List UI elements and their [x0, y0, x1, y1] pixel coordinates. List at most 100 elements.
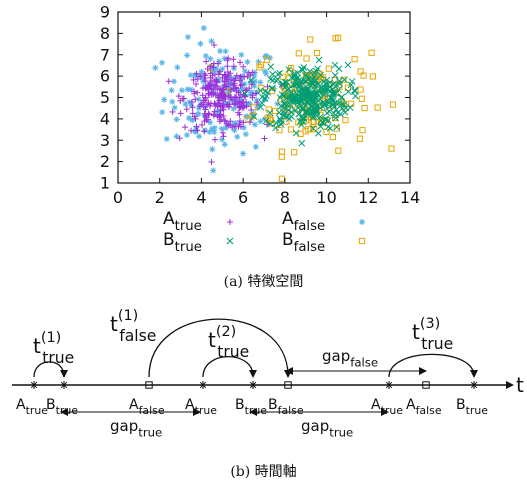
point-A_true: [219, 129, 226, 136]
gap-label-true: gaptrue: [110, 417, 162, 439]
point-A_true: [247, 71, 254, 78]
point-B_false: [351, 56, 358, 63]
point-B_true: [241, 90, 249, 98]
point-B_true: [293, 98, 301, 106]
interval-arc: [388, 353, 478, 378]
point-B_false: [307, 126, 314, 133]
point-A_false: [211, 124, 218, 131]
point-A_true: [206, 103, 213, 110]
point-A_true: [203, 58, 210, 65]
point-B_true: [311, 70, 319, 77]
event-marker-B-true: [470, 381, 478, 389]
point-A_true: [227, 70, 234, 77]
x-tick-label: 0: [113, 188, 123, 207]
point-B_true: [285, 66, 293, 73]
point-A_true: [210, 60, 217, 67]
point-A_false: [163, 136, 170, 143]
point-B_true: [298, 65, 305, 73]
point-A_true: [233, 72, 240, 79]
point-B_false: [344, 84, 351, 91]
point-A_true: [191, 88, 198, 95]
point-B_true: [304, 72, 311, 80]
point-B_false: [291, 149, 298, 156]
point-A_true: [224, 101, 231, 108]
point-B_true: [299, 118, 307, 126]
point-A_true: [193, 123, 200, 130]
x-tick-label: 6: [238, 188, 248, 207]
point-A_true: [243, 99, 250, 106]
point-B_true: [329, 97, 337, 104]
point-A_false: [178, 87, 185, 94]
point-B_true: [267, 75, 274, 83]
event-label-A-true: Atrue: [16, 397, 48, 417]
point-B_false: [278, 148, 286, 155]
event-marker-B-false: [284, 381, 292, 389]
point-A_true: [229, 96, 236, 103]
point-A_true: [216, 68, 223, 75]
point-B_true: [311, 90, 319, 98]
point-B_false: [302, 117, 309, 124]
point-A_true: [236, 111, 243, 118]
point-B_false: [295, 50, 302, 57]
event-marker-A-false: [422, 381, 430, 389]
point-A_false: [242, 131, 249, 138]
point-B_true: [306, 109, 314, 116]
point-B_false: [360, 72, 367, 79]
point-B_false: [329, 133, 337, 141]
legend-marker-B_true: [226, 237, 234, 245]
point-A_true: [188, 127, 195, 134]
point-A_true: [194, 89, 201, 96]
point-A_false: [219, 65, 226, 72]
point-B_false: [333, 125, 340, 132]
point-A_true: [223, 121, 230, 128]
point-A_true: [183, 106, 190, 113]
point-B_true: [268, 84, 276, 92]
point-B_true: [298, 105, 306, 113]
point-A_true: [202, 106, 209, 113]
point-B_false: [309, 119, 316, 126]
point-A_true: [244, 73, 251, 80]
point-A_false: [231, 127, 238, 134]
point-B_true: [290, 81, 298, 89]
point-A_true: [237, 117, 244, 124]
point-A_false: [200, 25, 207, 32]
point-B_true: [319, 119, 327, 127]
point-A_true: [227, 86, 234, 93]
point-A_true: [215, 94, 222, 101]
point-A_true: [202, 78, 209, 85]
point-B_true: [332, 111, 340, 119]
x-tick-label: 14: [400, 188, 420, 207]
point-A_false: [168, 87, 175, 94]
point-A_false: [221, 141, 228, 148]
point-B_true: [314, 65, 321, 73]
x-tick-label: 10: [316, 188, 336, 207]
point-A_false: [183, 132, 190, 139]
point-A_true: [238, 81, 245, 88]
point-A_false: [174, 64, 181, 71]
point-B_false: [311, 126, 318, 133]
series-B_true: [241, 56, 359, 147]
point-B_false: [368, 49, 375, 56]
point-B_true: [329, 90, 337, 98]
point-A_false: [252, 143, 259, 150]
point-B_true: [285, 115, 293, 123]
point-B_true: [266, 109, 274, 117]
event-marker-A-true: [385, 381, 393, 389]
point-A_true: [225, 55, 232, 62]
point-A_true: [248, 106, 255, 113]
event-label-A-true: Atrue: [371, 397, 403, 417]
point-B_true: [299, 78, 306, 85]
point-A_true: [218, 90, 225, 97]
point-A_false: [187, 72, 194, 79]
event-marker-A-true: [199, 381, 207, 389]
point-A_true: [224, 101, 231, 108]
point-A_true: [177, 97, 184, 104]
point-B_true: [320, 78, 328, 86]
point-B_true: [303, 93, 311, 100]
event-label-B-true: Btrue: [235, 397, 267, 417]
point-A_false: [184, 52, 191, 59]
point-B_true: [267, 120, 274, 128]
point-A_true: [169, 108, 176, 115]
